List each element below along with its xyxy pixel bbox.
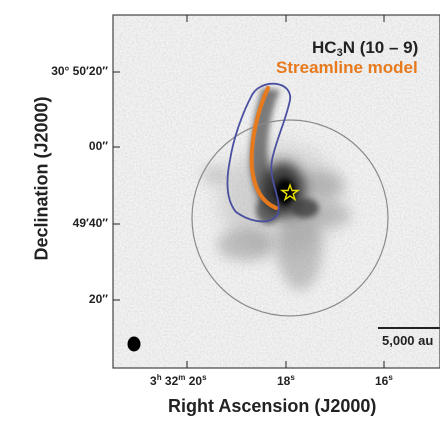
- contour-outline: [226, 82, 291, 223]
- xtick-label: 3h 32m 20s: [150, 373, 207, 388]
- ytick-label: 49′40″: [72, 216, 108, 230]
- panel-frame: [112, 14, 440, 369]
- streamline-curve: [249, 86, 278, 210]
- xtick-label: 18s: [277, 373, 295, 388]
- y-ticks: [113, 71, 120, 301]
- molecule-label: HC3N (10 – 9): [312, 38, 419, 59]
- ytick-label: 30° 50′20″: [51, 64, 108, 78]
- star-icon: [279, 182, 301, 202]
- ytick-label: 00″: [88, 139, 108, 153]
- xtick-label: 16s: [375, 373, 393, 388]
- x-ticks: [186, 15, 385, 368]
- ytick-label: 20″: [88, 292, 108, 306]
- beam-ellipse: [127, 336, 141, 352]
- x-axis-label: Right Ascension (J2000): [168, 396, 377, 416]
- y-axis-label: Declination (J2000): [31, 96, 52, 261]
- streamline-model-label: Streamline model: [276, 58, 418, 77]
- scale-bar-label: 5,000 au: [382, 333, 434, 348]
- primary-beam-circle: [191, 119, 389, 317]
